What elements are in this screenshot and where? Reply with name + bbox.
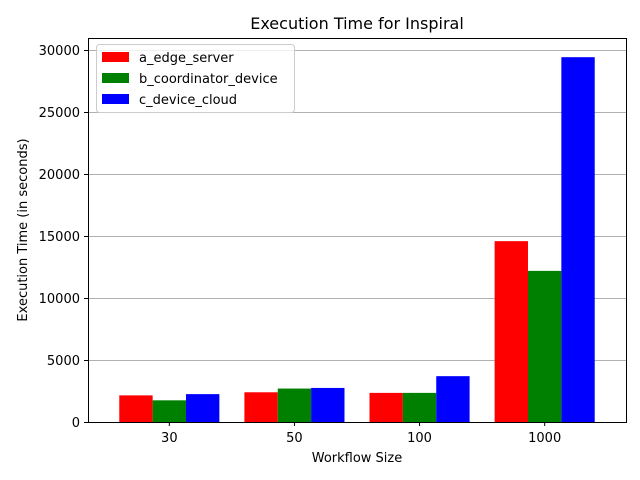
bar-c_device_cloud-100 [436, 376, 470, 422]
bar-b_coordinator_device-1000 [527, 270, 562, 422]
y-tick-label: 10000 [39, 292, 80, 307]
x-tick-label: 1000 [528, 431, 561, 446]
plot-frame [88, 38, 627, 423]
x-tick-label: 50 [286, 431, 303, 446]
bar-a_edge_server-100 [369, 392, 403, 422]
legend: a_edge_server b_coordinator_device c_devic… [96, 44, 295, 113]
legend-label: a_edge_server [139, 51, 234, 66]
x-axis-ticks: 30 50 100 1000 [161, 422, 561, 446]
y-tick-label: 0 [72, 416, 80, 431]
legend-label: b_coordinator_device [139, 72, 278, 87]
x-axis-title: Workflow Size [312, 451, 403, 466]
legend-label: c_device_cloud [139, 93, 237, 108]
x-tick-label: 100 [407, 431, 432, 446]
legend-swatch [102, 73, 129, 83]
bar-c_device_cloud-30 [186, 394, 220, 422]
bars [119, 57, 595, 422]
x-tick-label: 30 [161, 431, 178, 446]
y-tick-label: 15000 [39, 230, 80, 245]
bar-b_coordinator_device-100 [402, 392, 437, 422]
bar-a_edge_server-1000 [494, 241, 528, 422]
bar-a_edge_server-30 [119, 395, 153, 422]
y-axis-ticks: 0 5000 10000 15000 20000 25000 30000 [39, 44, 88, 431]
chart-title: Execution Time for Inspiral [250, 14, 464, 33]
legend-box [96, 44, 295, 113]
y-tick-label: 20000 [39, 168, 80, 183]
bar-a_edge_server-50 [244, 392, 278, 422]
y-tick-label: 25000 [39, 106, 80, 121]
bar-c_device_cloud-1000 [561, 57, 595, 422]
legend-swatch [102, 52, 129, 62]
bar-b_coordinator_device-30 [152, 400, 187, 422]
legend-swatch [102, 94, 129, 104]
y-tick-label: 30000 [39, 44, 80, 59]
y-axis-title: Execution Time (in seconds) [16, 138, 31, 321]
bar-b_coordinator_device-50 [277, 388, 312, 422]
bar-c_device_cloud-50 [311, 387, 345, 422]
y-tick-label: 5000 [47, 354, 80, 369]
